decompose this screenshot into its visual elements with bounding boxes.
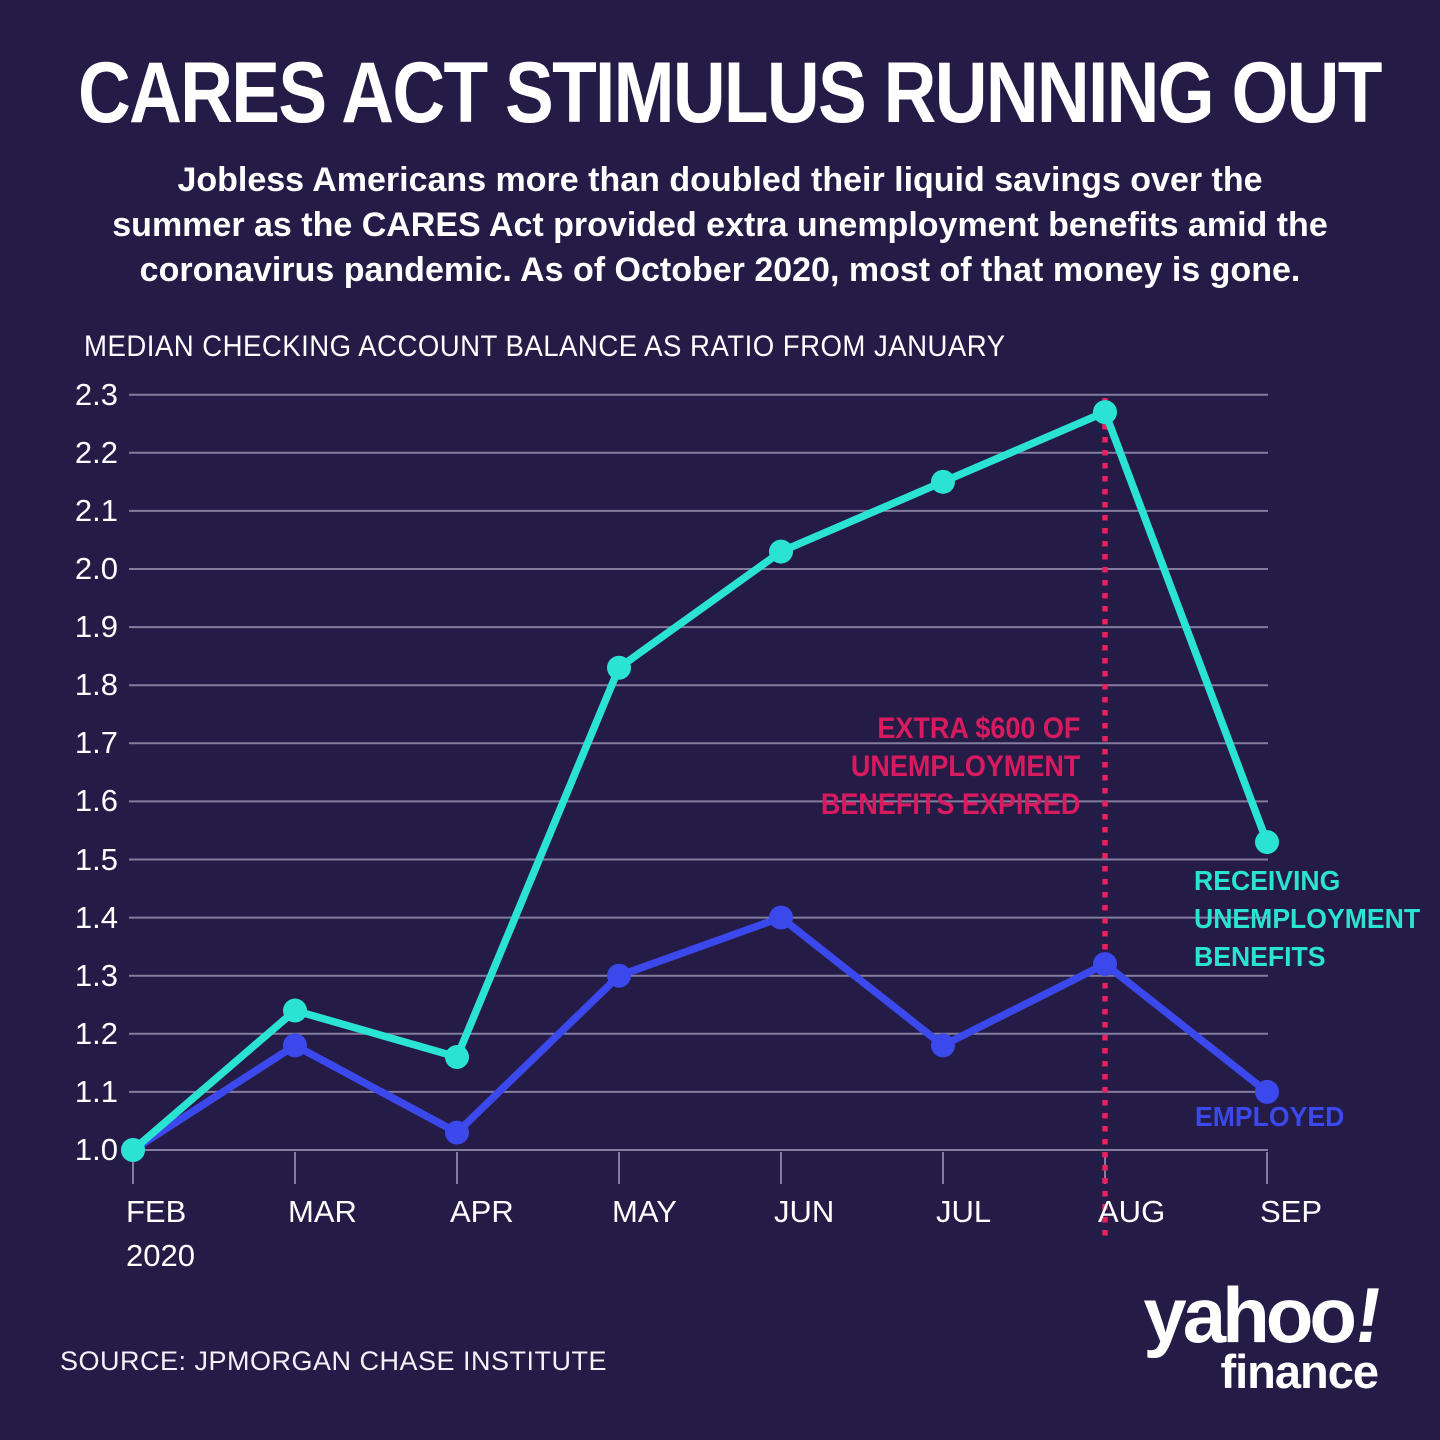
y-axis-tick-label: 1.3 [74,957,118,993]
x-axis-tick-label: SEP [1260,1194,1323,1229]
yahoo-brand-text: yahoo [1143,1271,1357,1359]
page-title: CARES ACT STIMULUS RUNNING OUT [78,45,1382,141]
legend-employed-line-1: EMPLOYED [1195,1101,1345,1132]
subtitle: Jobless Americans more than doubled thei… [0,158,1440,293]
annotation-extra-600: EXTRA $600 OF UNEMPLOYMENT BENEFITS EXPI… [820,710,1080,824]
data-point-benefits-apr [445,1045,469,1070]
subtitle-line-1: Jobless Americans more than doubled thei… [177,161,1263,199]
y-axis-tick-label: 2.3 [74,376,118,412]
data-point-benefits-may [607,655,631,680]
x-axis-tick-label: MAR [288,1194,357,1229]
finance-wordmark: finance [1220,1345,1379,1398]
y-axis-tick-label: 2.0 [74,551,118,586]
x-axis-tick-label: JUL [936,1194,992,1229]
annotation-line-1: EXTRA $600 OF [876,712,1080,745]
x-axis-tick-label: APR [450,1194,514,1229]
x-axis-tick-label: JUN [774,1194,835,1229]
y-axis-tick-label: 1.9 [74,609,118,645]
legend-benefits-line-3: BENEFITS [1194,941,1326,972]
data-point-employed-jul [931,1033,955,1058]
subtitle-line-2: summer as the CARES Act provided extra u… [112,206,1328,244]
data-point-employed-jun [769,905,793,930]
y-axis-tick-label: 1.1 [74,1073,118,1109]
y-axis-tick-label: 1.0 [74,1132,118,1167]
legend-benefits-line-1: RECEIVING [1194,865,1341,896]
data-point-benefits-jul [931,469,955,494]
y-axis-tick-label: 1.7 [74,725,118,761]
data-point-benefits-feb [121,1138,145,1162]
yahoo-finance-logo: yahoo! finance [1143,1271,1385,1398]
x-axis-tick-label: FEB [126,1194,187,1229]
series-line-benefits [129,408,1271,1154]
y-axis-tick-label: 2.2 [74,434,118,470]
data-point-benefits-aug [1093,400,1117,425]
legend-benefits-line-2: UNEMPLOYMENT [1194,903,1421,934]
subtitle-line-3: coronavirus pandemic. As of October 2020… [139,251,1301,289]
data-point-employed-apr [445,1120,469,1145]
x-axis-tick-label: MAY [612,1194,677,1229]
y-axis-tick-label: 1.8 [74,667,118,703]
y-axis-tick-label: 1.5 [74,841,118,877]
data-point-employed-aug [1093,952,1117,977]
y-axis-title: MEDIAN CHECKING ACCOUNT BALANCE AS RATIO… [84,330,1006,363]
legend-employed: EMPLOYED [1195,1098,1344,1136]
y-axis-tick-label: 2.1 [74,492,118,528]
y-axis-tick-label: 1.2 [74,1015,118,1051]
source-note: SOURCE: JPMORGAN CHASE INSTITUTE [60,1346,608,1376]
y-axis-tick-label: 1.4 [74,899,118,935]
annotation-line-2: UNEMPLOYMENT [850,750,1080,783]
x-axis-tick-label: AUG [1098,1194,1166,1229]
yahoo-wordmark: yahoo! [1143,1271,1385,1359]
series-line-employed [129,913,1271,1154]
annotation-line-3: BENEFITS EXPIRED [820,788,1080,821]
legend-receiving-unemployment-benefits: RECEIVING UNEMPLOYMENT BENEFITS [1194,862,1420,976]
data-point-benefits-mar [283,998,307,1023]
data-point-employed-may [607,963,631,988]
data-point-benefits-sep [1255,830,1279,855]
x-axis-year-label: 2020 [126,1238,195,1273]
data-point-employed-sep [1255,1079,1279,1104]
data-point-employed-mar [283,1033,307,1058]
data-point-benefits-jun [769,539,793,564]
y-axis-tick-label: 1.6 [74,783,118,819]
